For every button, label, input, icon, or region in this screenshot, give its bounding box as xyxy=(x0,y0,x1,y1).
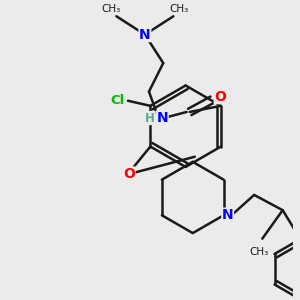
Text: H: H xyxy=(145,112,155,124)
Text: N: N xyxy=(139,28,151,42)
Text: Cl: Cl xyxy=(111,94,125,107)
Text: O: O xyxy=(123,167,135,181)
Text: CH₃: CH₃ xyxy=(102,4,121,14)
Text: N: N xyxy=(222,208,233,222)
Text: O: O xyxy=(214,90,226,104)
Text: CH₃: CH₃ xyxy=(250,247,269,257)
Text: N: N xyxy=(156,111,168,125)
Text: CH₃: CH₃ xyxy=(169,4,188,14)
